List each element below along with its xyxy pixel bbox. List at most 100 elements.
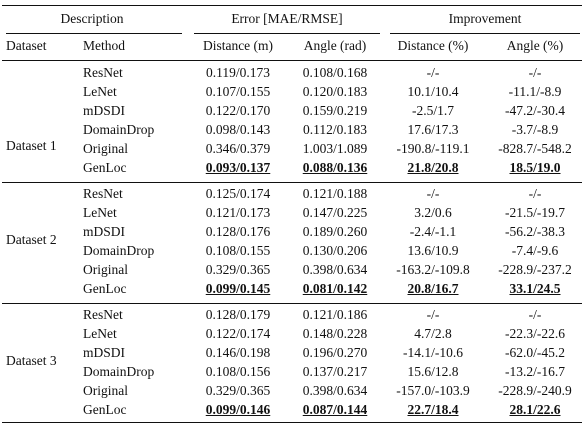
improvement-distance-cell: 10.1/10.4 xyxy=(407,84,459,99)
best-improvement-angle-cell: 18.5/19.0 xyxy=(509,160,561,175)
method-cell: DomainDrop xyxy=(83,122,155,137)
error-angle-cell: 0.120/0.183 xyxy=(302,84,368,99)
improvement-distance-cell: 15.6/12.8 xyxy=(407,364,459,379)
method-cell: LeNet xyxy=(83,84,117,99)
header-method: Method xyxy=(83,38,125,53)
improvement-distance-cell: -157.0/-103.9 xyxy=(396,383,470,398)
method-cell: DomainDrop xyxy=(83,243,155,258)
error-distance-cell: 0.108/0.155 xyxy=(205,243,271,258)
method-cell: Original xyxy=(83,141,128,156)
error-angle-cell: 0.196/0.270 xyxy=(302,345,368,360)
improvement-angle-cell: -56.2/-38.3 xyxy=(505,224,565,239)
improvement-angle-cell: -21.5/-19.7 xyxy=(505,205,565,220)
header-improvement: Improvement xyxy=(448,11,522,26)
error-distance-cell: 0.122/0.170 xyxy=(205,103,271,118)
error-distance-cell: 0.119/0.173 xyxy=(206,65,270,80)
header-description: Description xyxy=(60,11,124,26)
method-cell: GenLoc xyxy=(83,281,127,296)
best-improvement-angle-cell: 33.1/24.5 xyxy=(509,281,561,296)
error-angle-cell: 0.112/0.183 xyxy=(303,122,367,137)
header-error: Error [MAE/RMSE] xyxy=(231,11,343,26)
error-angle-cell: 1.003/1.089 xyxy=(302,141,368,156)
best-improvement-distance-cell: 22.7/18.4 xyxy=(407,402,459,417)
error-distance-cell: 0.146/0.198 xyxy=(205,345,271,360)
top-rule xyxy=(2,5,582,6)
improvement-angle-cell: -/- xyxy=(528,65,542,80)
improvement-angle-cell: -62.0/-45.2 xyxy=(505,345,565,360)
improvement-distance-cell: -/- xyxy=(426,186,440,201)
improvement-angle-cell: -828.7/-548.2 xyxy=(498,141,572,156)
improvement-distance-cell: -190.8/-119.1 xyxy=(396,141,470,156)
improvement-angle-cell: -228.9/-240.9 xyxy=(498,383,572,398)
error-distance-cell: 0.329/0.365 xyxy=(205,262,271,277)
method-cell: DomainDrop xyxy=(83,364,155,379)
method-cell: Original xyxy=(83,262,128,277)
method-cell: mDSDI xyxy=(83,224,126,239)
improvement-distance-cell: 13.6/10.9 xyxy=(407,243,459,258)
error-distance-cell: 0.121/0.173 xyxy=(205,205,271,220)
bottom-rule xyxy=(2,422,582,423)
method-cell: Original xyxy=(83,383,128,398)
error-distance-cell: 0.329/0.365 xyxy=(205,383,271,398)
method-cell: mDSDI xyxy=(83,345,126,360)
improvement-angle-cell: -7.4/-9.6 xyxy=(511,243,559,258)
error-angle-cell: 0.398/0.634 xyxy=(302,383,368,398)
improvement-angle-cell: -3.7/-8.9 xyxy=(511,122,559,137)
improvement-angle-cell: -22.3/-22.6 xyxy=(505,326,565,341)
error-distance-cell: 0.128/0.179 xyxy=(205,307,271,322)
error-distance-cell: 0.122/0.174 xyxy=(205,326,271,341)
error-angle-cell: 0.137/0.217 xyxy=(302,364,368,379)
error-distance-cell: 0.108/0.156 xyxy=(205,364,271,379)
improvement-distance-cell: 17.6/17.3 xyxy=(407,122,459,137)
method-cell: mDSDI xyxy=(83,103,126,118)
best-improvement-distance-cell: 20.8/16.7 xyxy=(407,281,459,296)
method-cell: ResNet xyxy=(83,307,123,322)
error-angle-cell: 0.148/0.228 xyxy=(302,326,368,341)
header-improvement-distance: Distance (%) xyxy=(397,38,469,53)
improvement-underline xyxy=(390,33,580,34)
improvement-angle-cell: -11.1/-8.9 xyxy=(508,84,562,99)
error-angle-cell: 0.108/0.168 xyxy=(302,65,368,80)
improvement-angle-cell: -/- xyxy=(528,307,542,322)
improvement-distance-cell: 4.7/2.8 xyxy=(414,326,452,341)
method-cell: LeNet xyxy=(83,326,117,341)
group-rule-1 xyxy=(2,182,582,183)
error-underline xyxy=(194,33,380,34)
improvement-angle-cell: -13.2/-16.7 xyxy=(505,364,565,379)
error-angle-cell: 0.398/0.634 xyxy=(302,262,368,277)
error-angle-cell: 0.189/0.260 xyxy=(302,224,368,239)
error-angle-cell: 0.121/0.188 xyxy=(302,186,368,201)
best-improvement-angle-cell: 28.1/22.6 xyxy=(509,402,561,417)
improvement-distance-cell: -2.4/-1.1 xyxy=(409,224,457,239)
header-improvement-angle: Angle (%) xyxy=(506,38,564,53)
error-distance-cell: 0.346/0.379 xyxy=(205,141,271,156)
error-distance-cell: 0.128/0.176 xyxy=(205,224,271,239)
group-rule-2 xyxy=(2,303,582,304)
improvement-distance-cell: -/- xyxy=(426,307,440,322)
method-cell: GenLoc xyxy=(83,402,127,417)
method-cell: ResNet xyxy=(83,186,123,201)
header-rule xyxy=(2,60,582,61)
error-angle-cell: 0.130/0.206 xyxy=(302,243,368,258)
dataset-label: Dataset 1 xyxy=(6,138,57,153)
error-angle-cell: 0.159/0.219 xyxy=(302,103,368,118)
best-error-distance-cell: 0.093/0.137 xyxy=(205,160,271,175)
best-error-angle-cell: 0.081/0.142 xyxy=(302,281,368,296)
best-error-angle-cell: 0.087/0.144 xyxy=(302,402,368,417)
improvement-angle-cell: -47.2/-30.4 xyxy=(505,103,565,118)
error-distance-cell: 0.098/0.143 xyxy=(205,122,271,137)
best-error-distance-cell: 0.099/0.146 xyxy=(205,402,271,417)
improvement-distance-cell: -163.2/-109.8 xyxy=(396,262,470,277)
header-error-angle: Angle (rad) xyxy=(303,38,367,53)
improvement-distance-cell: -14.1/-10.6 xyxy=(403,345,463,360)
improvement-distance-cell: 3.2/0.6 xyxy=(414,205,452,220)
best-error-angle-cell: 0.088/0.136 xyxy=(302,160,368,175)
description-underline xyxy=(6,33,182,34)
improvement-distance-cell: -2.5/1.7 xyxy=(412,103,454,118)
best-improvement-distance-cell: 21.8/20.8 xyxy=(407,160,459,175)
method-cell: ResNet xyxy=(83,65,123,80)
method-cell: LeNet xyxy=(83,205,117,220)
error-distance-cell: 0.125/0.174 xyxy=(205,186,271,201)
header-dataset: Dataset xyxy=(6,38,47,53)
